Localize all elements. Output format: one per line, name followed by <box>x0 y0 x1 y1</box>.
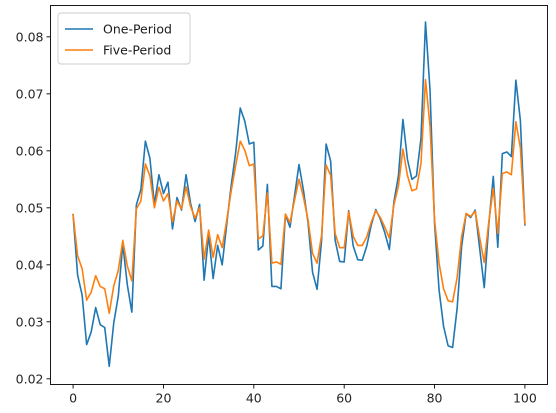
series-line-five-period <box>72 78 526 315</box>
x-axis: 0 20 40 60 80 100 <box>69 384 537 406</box>
y-tick-label: 0.07 <box>16 86 44 101</box>
x-tick-label: 60 <box>336 391 352 406</box>
x-tick-label: 80 <box>427 391 443 406</box>
legend-box <box>57 12 191 65</box>
y-tick-label: 0.08 <box>16 29 44 44</box>
series-line-one-period <box>72 21 526 368</box>
legend-label-five-period: Five-Period <box>103 43 171 58</box>
y-axis: 0.02 0.03 0.04 0.05 0.06 0.07 0.08 <box>16 29 51 386</box>
legend: One-Period Five-Period <box>57 12 191 65</box>
plot-frame <box>50 5 548 385</box>
plot-lines <box>72 21 526 368</box>
y-tick-label: 0.04 <box>16 257 44 272</box>
y-tick-label: 0.06 <box>16 143 44 158</box>
y-tick-label: 0.05 <box>16 200 44 215</box>
x-tick-label: 40 <box>246 391 262 406</box>
x-tick-label: 0 <box>69 391 77 406</box>
x-tick-label: 20 <box>156 391 172 406</box>
y-tick-label: 0.02 <box>16 371 44 386</box>
y-tick-label: 0.03 <box>16 314 44 329</box>
legend-label-one-period: One-Period <box>103 22 172 37</box>
x-tick-label: 100 <box>513 391 537 406</box>
